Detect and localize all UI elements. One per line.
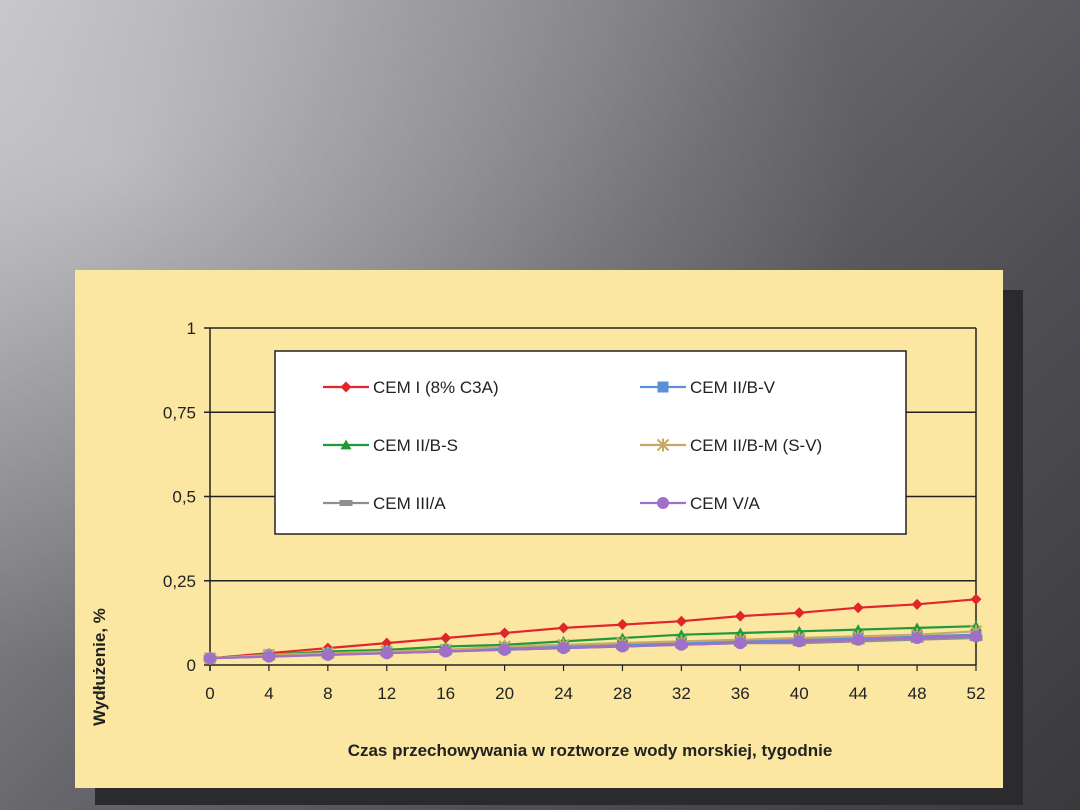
legend-label-cem-ii-b-s: CEM II/B-S: [373, 436, 458, 455]
legend: CEM I (8% C3A) CEM II/B-V CEM II/B-S CEM II…: [274, 350, 907, 535]
data-point-cem-ii-b-s: [675, 629, 687, 640]
data-point-cem-v-a: [616, 640, 629, 653]
data-point-cem-i-8-c3a: [616, 619, 628, 631]
y-axis-title: Wydłużenie, %: [90, 608, 109, 726]
data-point-cem-i-8-c3a: [734, 610, 746, 622]
data-point-cem-i-8-c3a: [440, 632, 452, 644]
x-tick-label: 24: [554, 684, 573, 703]
legend-box: [274, 350, 907, 535]
data-point-cem-i-8-c3a: [911, 598, 923, 610]
data-point-cem-v-a: [557, 642, 570, 655]
legend-marker-cem-iii-a: [339, 500, 353, 506]
data-point-cem-v-a: [675, 638, 688, 651]
legend-label-cem-ii-b-v: CEM II/B-V: [690, 378, 776, 397]
data-point-cem-i-8-c3a: [558, 622, 570, 634]
data-point-cem-v-a: [911, 632, 924, 645]
data-point-cem-v-a: [262, 650, 275, 663]
y-tick-label: 1: [187, 319, 196, 338]
x-tick-label: 32: [672, 684, 691, 703]
x-tick-label: 8: [323, 684, 332, 703]
x-tick-label: 4: [264, 684, 273, 703]
y-tick-label: 0,75: [163, 403, 196, 422]
legend-marker-cem-ii-b-s: [340, 439, 352, 450]
data-point-cem-i-8-c3a: [793, 607, 805, 619]
x-tick-label: 52: [967, 684, 986, 703]
data-point-cem-i-8-c3a: [970, 593, 982, 605]
y-tick-label: 0: [187, 656, 196, 675]
series-line-cem-ii-b-s: [209, 625, 977, 660]
data-point-cem-v-a: [321, 648, 334, 661]
legend-label-cem-iii-a: CEM III/A: [373, 494, 446, 513]
legend-marker-cem-ii-b-v: [657, 381, 669, 393]
x-tick-label: 40: [790, 684, 809, 703]
y-tick-label: 0,5: [172, 488, 196, 507]
y-tick-label: 0,25: [163, 572, 196, 591]
legend-label-cem-ii-b-m-s-v: CEM II/B-M (S-V): [690, 436, 822, 455]
x-tick-label: 16: [436, 684, 455, 703]
data-point-cem-i-8-c3a: [381, 637, 393, 649]
x-tick-label: 36: [731, 684, 750, 703]
data-point-cem-v-a: [204, 652, 216, 665]
data-point-cem-i-8-c3a: [675, 615, 687, 627]
legend-label-cem-i-8-c3a: CEM I (8% C3A): [373, 378, 499, 397]
series-line-cem-i-8-c3a: [209, 598, 977, 660]
series-line-cem-v-a: [209, 635, 977, 660]
data-point-cem-v-a: [793, 635, 806, 648]
data-point-cem-v-a: [734, 637, 747, 650]
data-point-cem-i-8-c3a: [852, 602, 864, 614]
data-point-cem-v-a: [970, 630, 982, 643]
legend-label-cem-v-a: CEM V/A: [690, 494, 761, 513]
series-layer: [203, 593, 983, 665]
x-tick-label: 48: [908, 684, 927, 703]
data-point-cem-i-8-c3a: [499, 627, 511, 639]
series-line-cem-ii-b-m-s-v: [209, 630, 977, 660]
x-tick-label: 28: [613, 684, 632, 703]
x-tick-label: 20: [495, 684, 514, 703]
x-tick-label: 12: [377, 684, 396, 703]
legend-marker-cem-v-a: [657, 497, 669, 509]
x-axis-title: Czas przechowywania w roztworze wody mor…: [348, 741, 833, 760]
data-point-cem-v-a: [852, 633, 865, 646]
data-point-cem-ii-b-s: [793, 625, 805, 636]
data-point-cem-ii-b-s: [852, 624, 864, 635]
x-tick-label: 44: [849, 684, 868, 703]
x-tick-label: 0: [205, 684, 214, 703]
data-point-cem-ii-b-s: [734, 627, 746, 638]
legend-marker-cem-ii-b-m-s-v: [656, 438, 670, 452]
data-point-cem-v-a: [498, 643, 511, 656]
data-point-cem-v-a: [439, 645, 452, 658]
data-point-cem-v-a: [380, 647, 393, 660]
legend-marker-cem-i-8-c3a: [340, 381, 352, 393]
data-point-cem-ii-b-s: [911, 622, 923, 633]
chart-panel: 0 0,25 0,5 0,75 1 0 4 8 12 16 20 24 28 32 36 40 44 48 52 C…: [75, 270, 1003, 788]
